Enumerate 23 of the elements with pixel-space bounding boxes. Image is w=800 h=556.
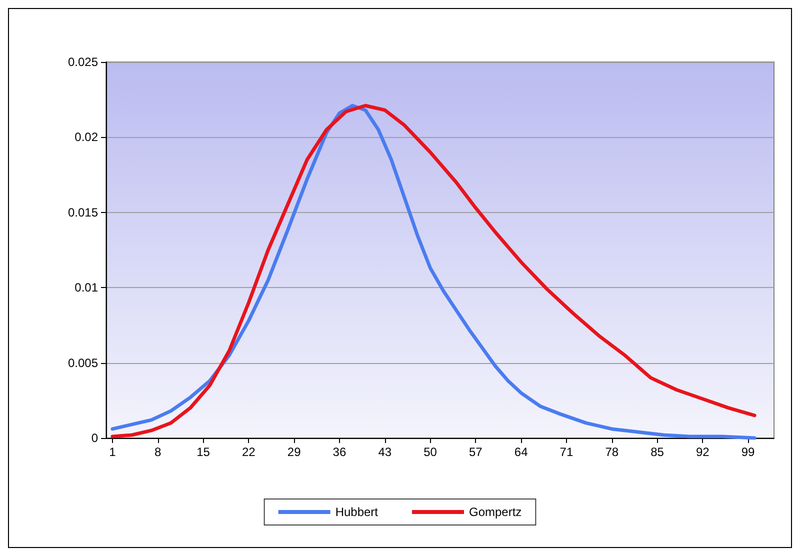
y-tick-label: 0.015 [68,205,98,220]
x-tick-label: 64 [514,445,528,459]
x-tick-label: 36 [332,445,346,459]
x-tick-label: 50 [424,445,438,459]
x-tick-label: 92 [696,445,710,459]
x-tick-label: 22 [242,445,256,459]
x-tick-label: 8 [154,445,162,459]
x-tick-label: 57 [468,445,483,459]
y-tick-label: 0.025 [68,55,98,69]
x-tick-label: 29 [287,445,302,459]
y-tick-label: 0.02 [74,130,98,144]
x-tick-label: 99 [741,445,756,459]
legend-label: Hubbert [335,505,379,519]
legend-label: Gompertz [469,505,522,519]
x-tick-label: 78 [605,445,619,459]
y-tick-label: 0.01 [74,280,98,295]
y-tick-label: 0.005 [68,356,98,370]
x-tick-label: 15 [196,445,210,459]
x-tick-label: 71 [560,445,574,459]
x-tick-label: 1 [109,445,116,459]
x-tick-label: 43 [378,445,392,459]
x-tick-label: 85 [650,445,664,459]
y-tick-label: 0 [91,431,98,445]
